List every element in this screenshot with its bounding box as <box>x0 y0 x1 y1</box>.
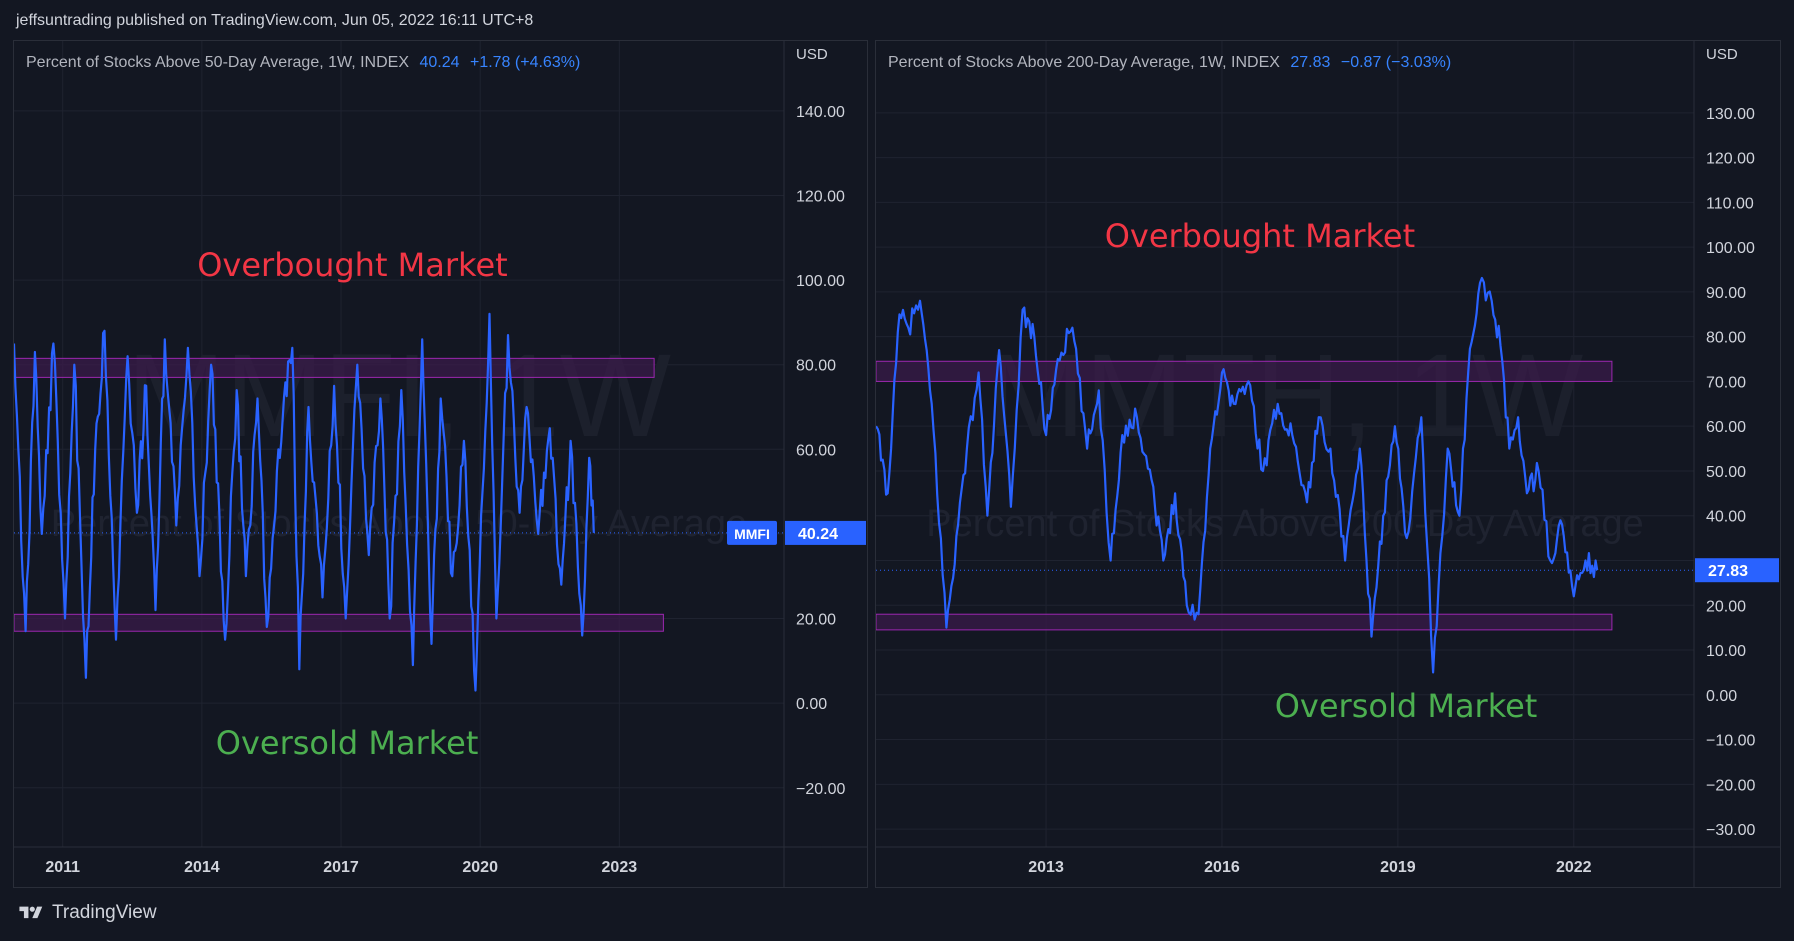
y-tick-label: −20.00 <box>1706 777 1755 794</box>
last-value-tag: 40.24 <box>798 526 838 543</box>
y-tick-label: 20.00 <box>1706 598 1746 615</box>
y-tick-label: 130.00 <box>1706 106 1755 123</box>
y-tick-label: 140.00 <box>796 104 845 121</box>
y-tick-label: 110.00 <box>1706 195 1754 212</box>
chart-panel-mmfi[interactable]: MMFI, 1W Percent of Stocks Above 50-Day A… <box>13 40 868 888</box>
currency-label: USD <box>796 46 828 63</box>
watermark-description: Percent of Stocks Above 200-Day Average <box>926 503 1644 545</box>
y-tick-label: 40.00 <box>1706 509 1746 526</box>
oversold-label: Oversold Market <box>216 724 479 762</box>
y-tick-label: 120.00 <box>796 188 845 205</box>
y-tick-label: 80.00 <box>1706 330 1746 347</box>
publisher-text: jeffsuntrading published on TradingView.… <box>16 12 534 29</box>
y-tick-label: 100.00 <box>796 273 845 290</box>
y-tick-label: 90.00 <box>1706 285 1746 302</box>
legend-last: 40.24 <box>419 54 460 71</box>
last-value-tag: 27.83 <box>1708 563 1748 580</box>
zone-band <box>876 613 1613 631</box>
x-tick-label: 2022 <box>1556 859 1592 876</box>
legend-mmfi: Percent of Stocks Above 50-Day Average, … <box>26 54 580 72</box>
y-tick-label: 120.00 <box>1706 151 1755 168</box>
currency-label: USD <box>1706 46 1738 63</box>
y-tick-label: 0.00 <box>796 696 827 713</box>
legend-change: −0.87 (−3.03%) <box>1340 54 1452 71</box>
last-value-tag-bg <box>785 520 866 545</box>
legend-mmth: Percent of Stocks Above 200-Day Average,… <box>888 54 1451 72</box>
legend-last: 27.83 <box>1290 54 1331 71</box>
y-tick-label: 70.00 <box>1706 374 1746 391</box>
x-tick-label: 2019 <box>1380 859 1416 876</box>
y-tick-label: −30.00 <box>1706 822 1755 839</box>
overbought-label: Overbought Market <box>197 246 507 284</box>
symbol-tag-bg <box>727 520 777 545</box>
series-line <box>876 276 1599 674</box>
legend-title: Percent of Stocks Above 50-Day Average, … <box>26 54 410 71</box>
y-tick-label: 50.00 <box>1706 464 1746 481</box>
last-value-tag-bg <box>1695 558 1779 583</box>
tradingview-logo-icon <box>19 906 43 919</box>
y-tick-label: −10.00 <box>1706 733 1755 750</box>
x-tick-label: 2016 <box>1204 859 1240 876</box>
x-tick-label: 2020 <box>462 859 498 876</box>
overbought-label: Overbought Market <box>1105 217 1415 255</box>
legend-title: Percent of Stocks Above 200-Day Average,… <box>888 54 1280 71</box>
symbol-tag: MMFI <box>734 526 770 542</box>
oversold-label: Oversold Market <box>1275 687 1538 725</box>
y-tick-label: 20.00 <box>796 612 836 629</box>
footer-brand[interactable]: TradingView <box>16 902 157 924</box>
x-tick-label: 2017 <box>323 859 359 876</box>
x-tick-label: 2023 <box>602 859 638 876</box>
zone-band <box>876 360 1613 382</box>
y-tick-label: 10.00 <box>1706 643 1746 660</box>
zone-band <box>14 613 664 632</box>
brand-name: TradingView <box>52 902 157 923</box>
chart-panel-mmth[interactable]: MMTH, 1W Percent of Stocks Above 200-Day … <box>875 40 1781 888</box>
y-tick-label: 80.00 <box>796 358 836 375</box>
y-tick-label: 0.00 <box>1706 688 1737 705</box>
y-tick-label: −20.00 <box>796 781 845 798</box>
x-tick-label: 2014 <box>184 859 220 876</box>
x-tick-label: 2011 <box>45 859 80 876</box>
y-tick-label: 60.00 <box>1706 419 1746 436</box>
y-tick-label: 60.00 <box>796 442 836 459</box>
legend-change: +1.78 (+4.63%) <box>469 54 581 71</box>
watermark-description: Percent of Stocks Above 50-Day Average <box>51 503 747 545</box>
zone-band <box>14 357 655 378</box>
x-tick-label: 2013 <box>1028 859 1064 876</box>
series-line <box>14 312 595 692</box>
y-tick-label: 100.00 <box>1706 240 1755 257</box>
